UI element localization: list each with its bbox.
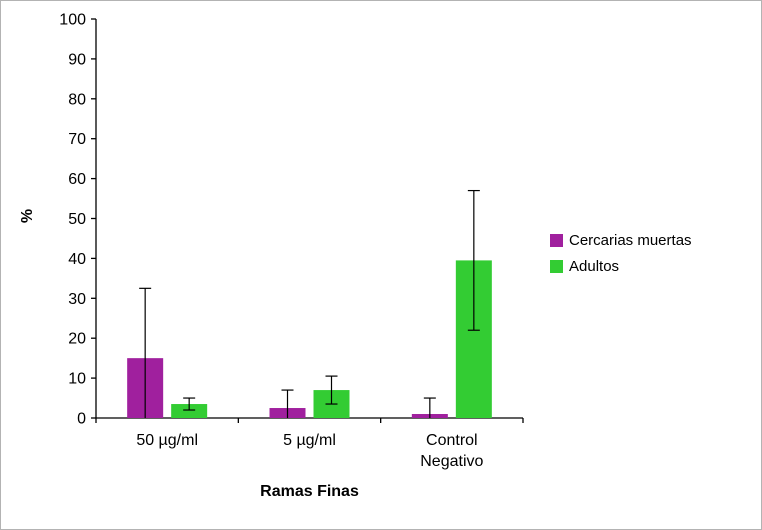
legend: Cercarias muertas Adultos (550, 232, 692, 275)
svg-text:30: 30 (68, 291, 86, 308)
svg-text:100: 100 (59, 12, 86, 29)
svg-text:60: 60 (68, 171, 86, 188)
x-axis-label: Ramas Finas (260, 483, 359, 500)
legend-swatch-1 (550, 260, 563, 273)
svg-text:40: 40 (68, 251, 86, 268)
svg-text:50: 50 (68, 211, 86, 228)
legend-label-cercarias: Cercarias muertas (569, 232, 692, 249)
svg-text:20: 20 (68, 331, 86, 348)
svg-text:10: 10 (68, 371, 86, 388)
svg-text:Control: Control (426, 432, 478, 449)
legend-swatch-0 (550, 234, 563, 247)
svg-text:50 µg/ml: 50 µg/ml (136, 432, 198, 449)
svg-text:90: 90 (68, 51, 86, 68)
svg-text:80: 80 (68, 91, 86, 108)
legend-item-adultos: Adultos (550, 258, 692, 275)
legend-label-adultos: Adultos (569, 258, 620, 275)
svg-text:70: 70 (68, 131, 86, 148)
svg-text:5 µg/ml: 5 µg/ml (283, 432, 336, 449)
svg-text:0: 0 (77, 411, 86, 428)
legend-item-cercarias: Cercarias muertas (550, 232, 692, 249)
y-axis-label: % (19, 208, 37, 224)
svg-text:Negativo: Negativo (420, 453, 483, 470)
